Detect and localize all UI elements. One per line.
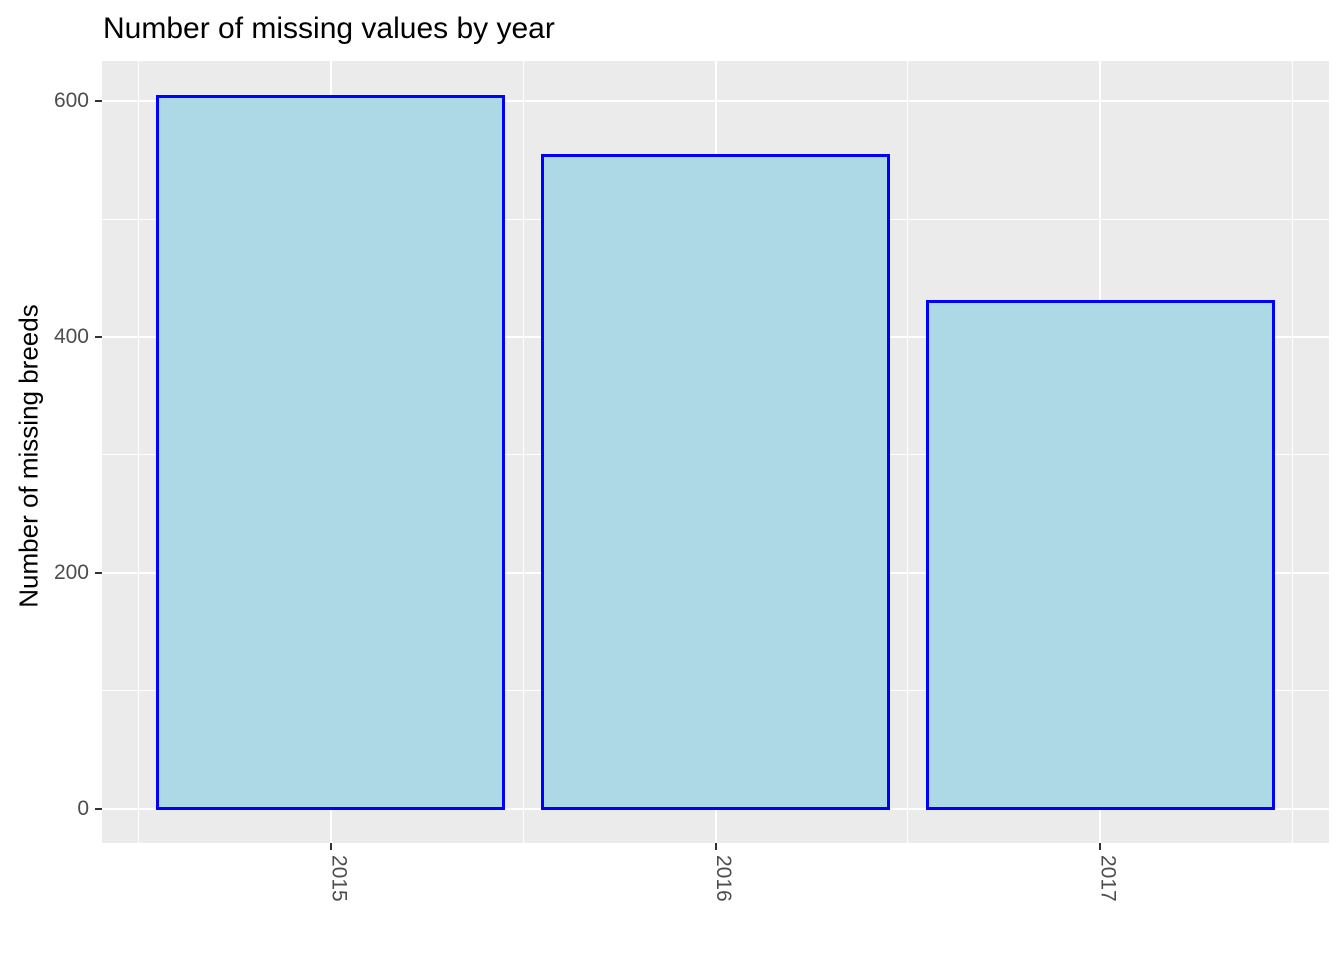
x-tick-mark [329,843,332,850]
x-tick-label: 2016 [712,855,735,902]
x-tick-label: 2017 [1096,855,1120,902]
y-tick-label: 0 [77,796,89,820]
y-tick-mark [95,571,102,574]
y-tick-label: 200 [53,560,89,584]
x-minor-gridline [907,61,909,843]
x-minor-gridline [138,61,140,843]
x-minor-gridline [522,61,524,843]
plot-panel [102,61,1329,843]
y-tick-label: 600 [53,89,89,113]
x-minor-gridline [1291,61,1293,843]
x-tick-mark [1099,843,1102,850]
y-tick-label: 400 [53,325,89,348]
y-tick-mark [95,807,102,810]
y-tick-mark [95,100,102,103]
x-tick-mark [714,843,717,850]
chart-title: Number of missing values by year [103,12,555,45]
bar-2015 [156,94,506,811]
y-tick-mark [95,336,102,338]
bar-2017 [925,300,1275,811]
bar-2016 [540,153,891,811]
x-tick-label: 2015 [327,855,351,902]
